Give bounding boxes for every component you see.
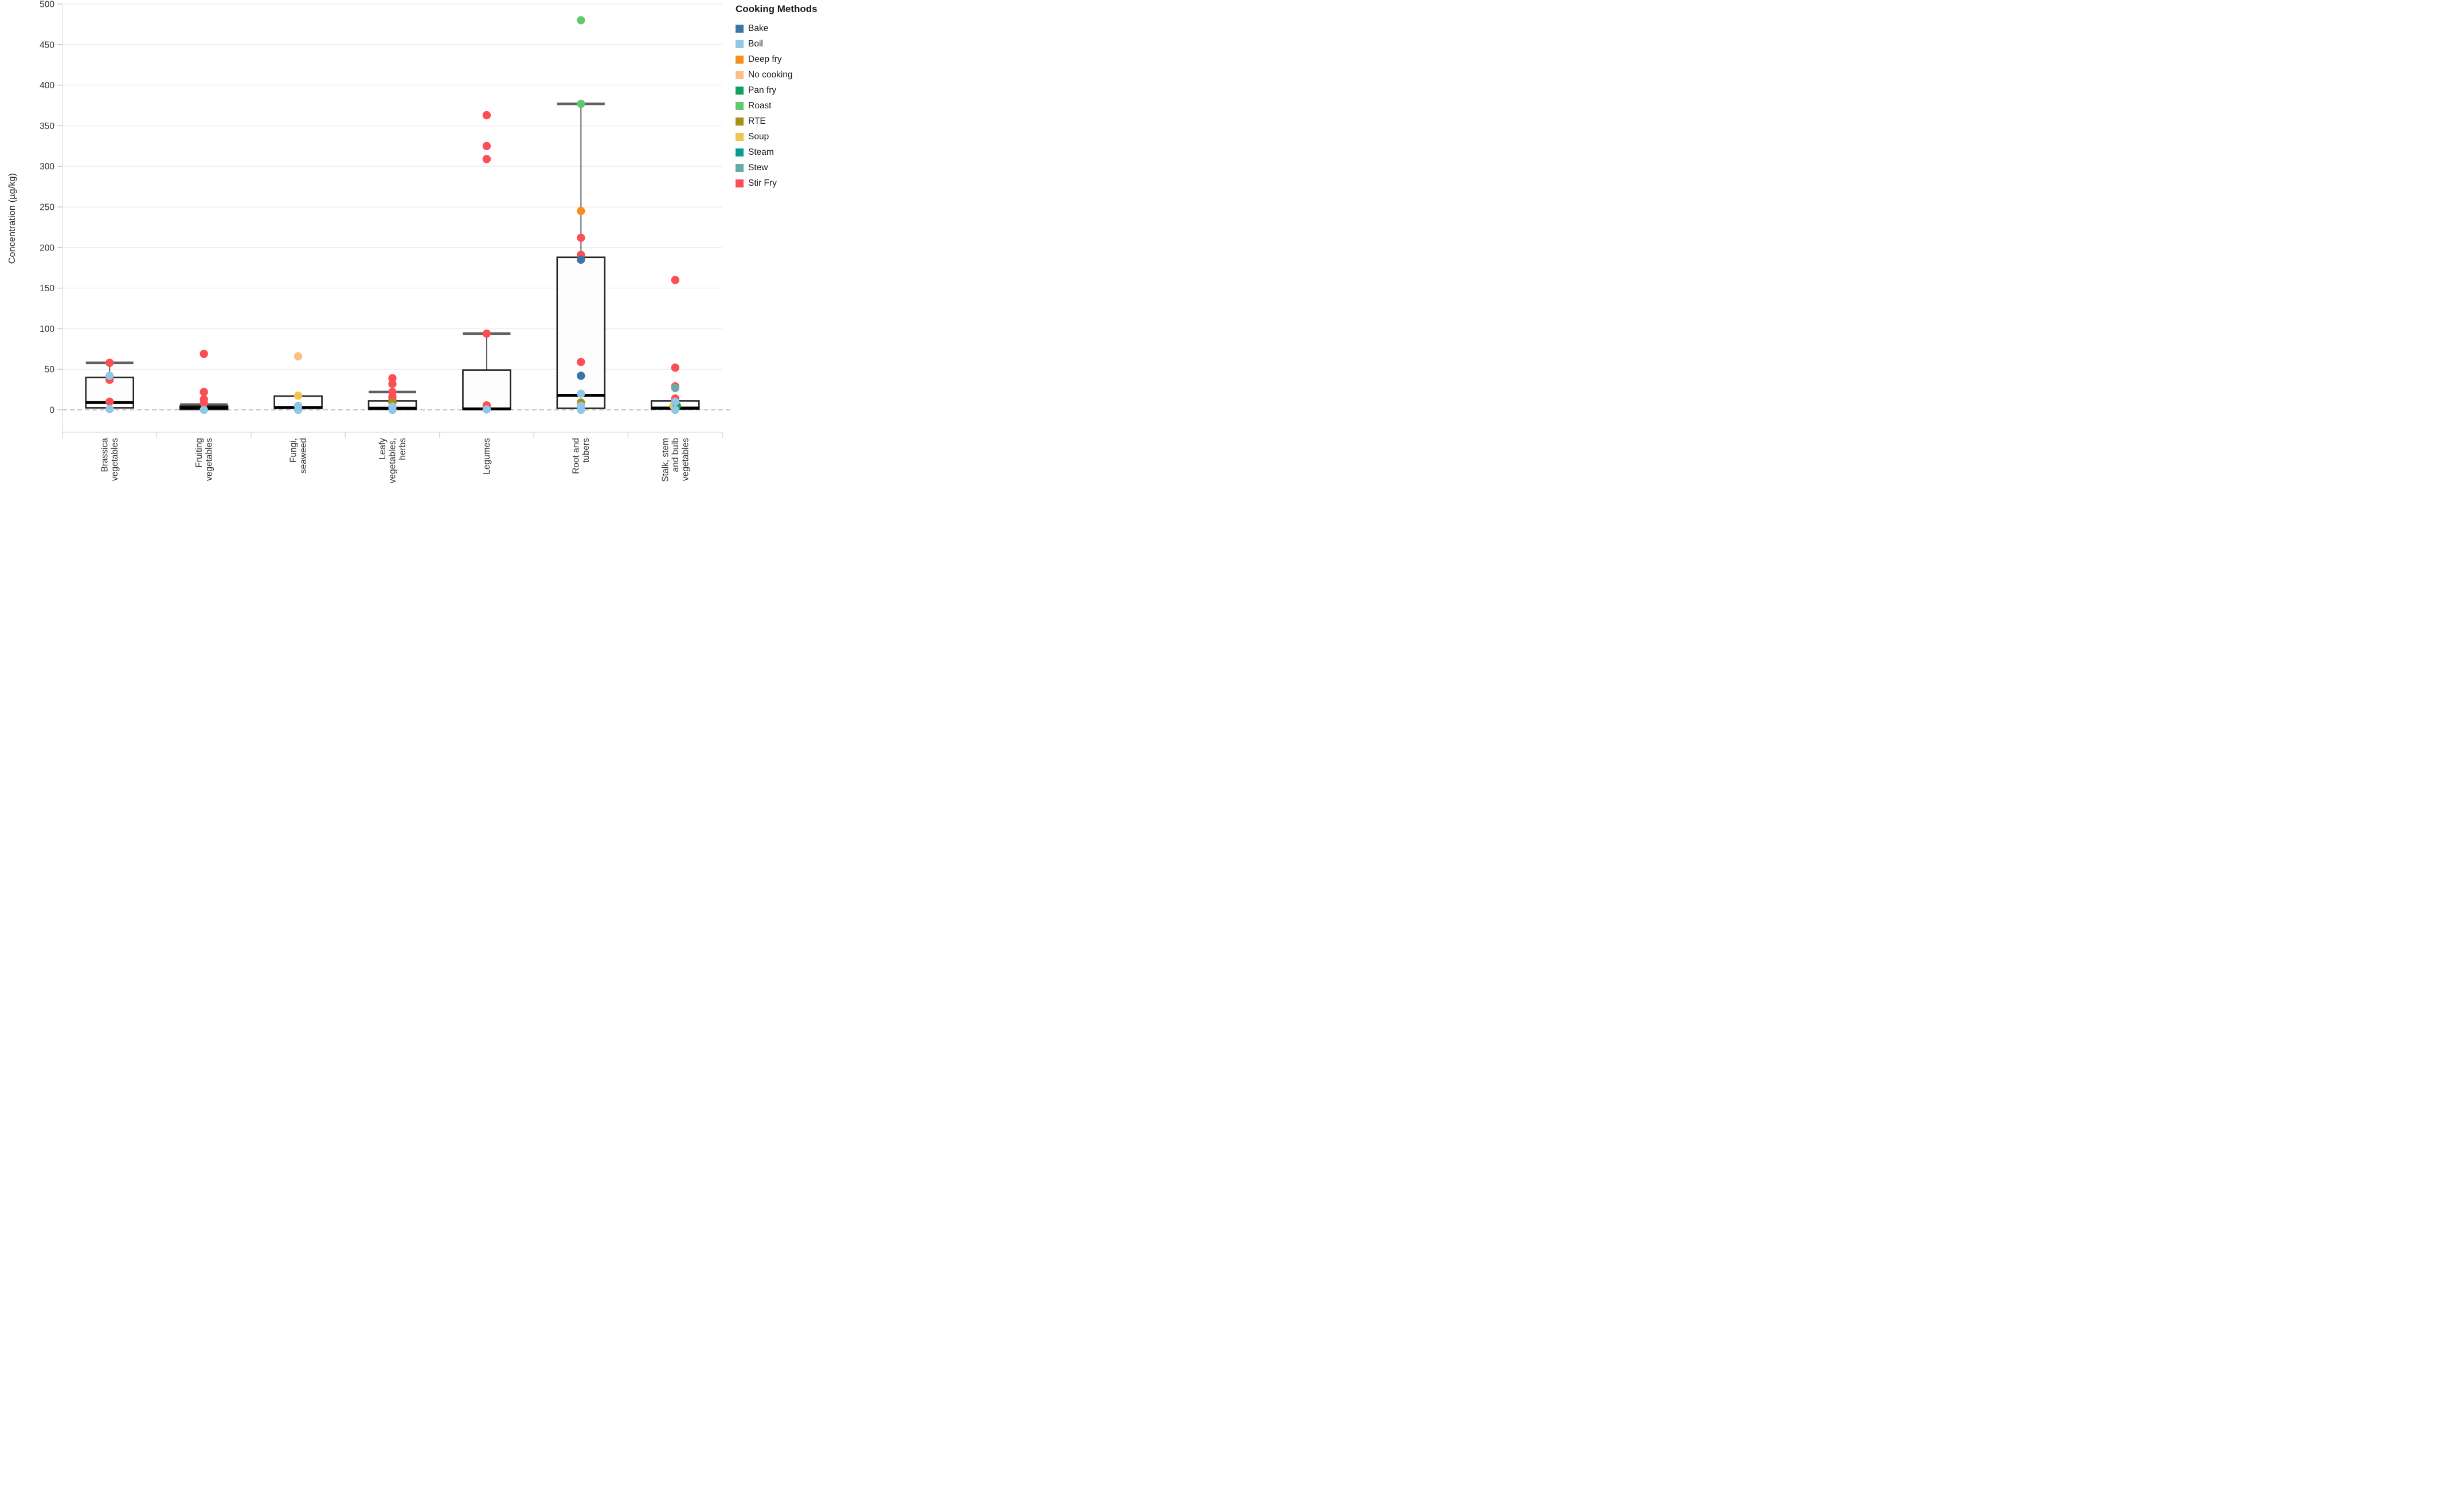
x-category-label-2: Fungi,seaweed <box>288 438 308 473</box>
data-point-stalk-0 <box>671 276 679 284</box>
x-category-label-3: Leafyvegetables,herbs <box>378 438 408 484</box>
data-point-legumes-5 <box>482 405 491 414</box>
legend-item-label: No cooking <box>748 69 793 80</box>
legend-item-label: Stew <box>748 162 768 173</box>
legend-swatch-icon <box>736 132 744 141</box>
legend-swatch-icon <box>736 117 744 126</box>
data-point-stalk-1 <box>671 363 679 372</box>
data-point-brassica-0 <box>105 358 114 367</box>
boxplot-box-5 <box>556 256 606 409</box>
data-point-stalk-3 <box>671 383 679 392</box>
x-category-label-5: Root andtubers <box>572 438 592 474</box>
data-point-fungi-0 <box>294 352 303 361</box>
data-point-fruiting-4 <box>200 405 208 414</box>
x-category-label-0: Brassicavegetables <box>100 438 120 481</box>
data-point-fungi-1 <box>294 392 303 400</box>
data-point-brassica-2 <box>105 371 114 380</box>
data-point-leafy-7 <box>388 405 397 414</box>
legend-item-no-cooking[interactable]: No cooking <box>736 67 822 83</box>
y-tick-label-400: 400 <box>40 81 54 91</box>
legend-swatch-icon <box>736 163 744 172</box>
legend-item-stir-fry[interactable]: Stir Fry <box>736 175 822 191</box>
plot-area: 0 50 100 150 200 250 300 350 400 450 500 Brassicave… <box>40 0 730 484</box>
data-point-stalk-8 <box>671 405 679 414</box>
legend-item-label: Soup <box>748 131 769 142</box>
legend-item-roast[interactable]: Roast <box>736 98 822 114</box>
legend-swatch-icon <box>736 101 744 110</box>
boxplot-figure: 0 50 100 150 200 250 300 350 400 450 500 Brassicave… <box>0 0 822 498</box>
x-category-label-4: Legumes <box>482 438 492 475</box>
legend-item-label: Stir Fry <box>748 178 777 188</box>
legend-item-rte[interactable]: RTE <box>736 114 822 129</box>
y-tick-label-500: 500 <box>40 0 54 10</box>
legend-item-stew[interactable]: Stew <box>736 160 822 175</box>
data-point-root-2 <box>577 206 585 216</box>
data-point-root-7 <box>577 371 585 380</box>
y-tick-label-100: 100 <box>40 324 54 334</box>
data-point-root-6 <box>577 358 585 366</box>
data-point-root-8 <box>577 389 585 398</box>
data-point-root-3 <box>577 233 585 242</box>
legend-swatch-icon <box>736 86 744 95</box>
legend-item-label: RTE <box>748 116 766 126</box>
y-tick-label-50: 50 <box>45 365 55 375</box>
legend-swatch-icon <box>736 55 744 64</box>
data-point-fungi-3 <box>294 405 303 414</box>
legend-swatch-icon <box>736 24 744 33</box>
y-tick-label-0: 0 <box>49 406 54 416</box>
y-tick-label-150: 150 <box>40 284 54 293</box>
legend-swatch-icon <box>736 148 744 156</box>
y-axis-title: Concentration (µg/kg) <box>7 173 17 264</box>
legend-item-label: Pan fry <box>748 85 777 95</box>
legend-item-label: Roast <box>748 100 772 111</box>
data-point-leafy-1 <box>388 379 397 388</box>
legend-item-pan-fry[interactable]: Pan fry <box>736 83 822 98</box>
data-point-root-0 <box>577 16 585 25</box>
data-point-root-1 <box>577 99 585 108</box>
data-point-fruiting-3 <box>200 399 208 408</box>
legend-item-label: Bake <box>748 23 769 33</box>
data-point-legumes-2 <box>482 155 491 163</box>
legend-item-label: Boil <box>748 38 763 49</box>
legend-swatch-icon <box>736 71 744 79</box>
y-tick-label-250: 250 <box>40 203 54 213</box>
legend-item-soup[interactable]: Soup <box>736 129 822 144</box>
data-point-legumes-1 <box>482 142 491 150</box>
data-point-leafy-0 <box>388 374 397 382</box>
legend-item-steam[interactable]: Steam <box>736 144 822 160</box>
y-tick-label-350: 350 <box>40 122 54 131</box>
legend-item-bake[interactable]: Bake <box>736 21 822 36</box>
legend-swatch-icon <box>736 40 744 48</box>
x-category-label-1: Fruitingvegetables <box>194 438 214 481</box>
data-point-brassica-3 <box>105 397 114 406</box>
data-point-legumes-3 <box>482 329 491 338</box>
legend-item-label: Deep fry <box>748 54 782 64</box>
legend-title: Cooking Methods <box>736 3 818 14</box>
legend-item-deep-fry[interactable]: Deep fry <box>736 52 822 67</box>
legend-item-boil[interactable]: Boil <box>736 36 822 52</box>
y-tick-label-300: 300 <box>40 162 54 172</box>
legend-swatch-icon <box>736 179 744 187</box>
data-point-root-5 <box>577 255 585 264</box>
data-point-root-11 <box>577 405 585 414</box>
y-tick-label-200: 200 <box>40 243 54 253</box>
legend: Cooking Methods Bake Boil Deep fry No cooki… <box>736 3 822 191</box>
y-tick-label-450: 450 <box>40 40 54 50</box>
legend-items: Bake Boil Deep fry No cooking Pan fry Roast RT… <box>736 21 822 191</box>
data-point-brassica-4 <box>105 405 114 413</box>
data-point-fruiting-0 <box>200 350 208 358</box>
data-point-fruiting-1 <box>200 388 208 397</box>
data-point-stalk-7 <box>671 397 679 406</box>
legend-item-label: Steam <box>748 147 774 157</box>
x-category-label-6: Stalk, stemand bulbvegetables <box>660 438 690 482</box>
data-point-legumes-0 <box>482 111 491 120</box>
